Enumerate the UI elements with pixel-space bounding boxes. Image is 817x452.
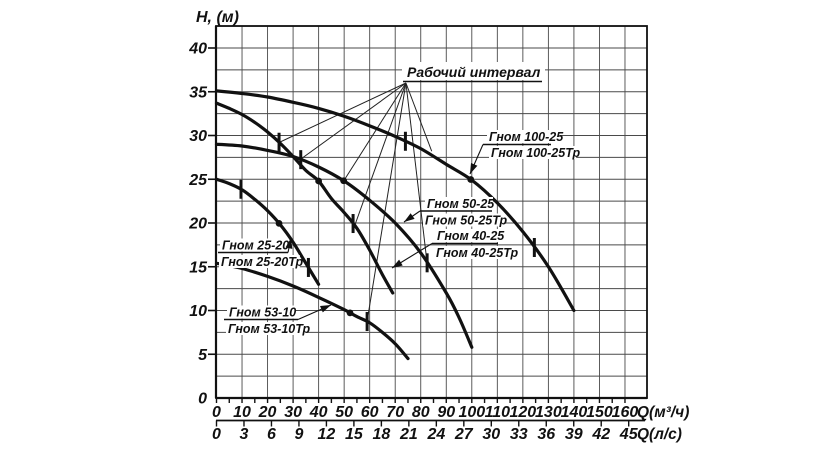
series-label-line2-gnom-25-20: Гном 25-20Тр (221, 255, 304, 269)
x-axis-secondary-tick-label: 42 (591, 426, 610, 443)
nominal-point-gnom-25-20 (275, 219, 283, 227)
working-interval-leader-line (353, 82, 407, 227)
nominal-point-gnom-50-25 (340, 177, 348, 185)
label-mask (219, 255, 300, 268)
label-mask (487, 130, 562, 143)
x-axis-tick-label: 20 (258, 404, 277, 421)
series-label-line1-gnom-50-25: Гном 50-25 (427, 197, 495, 211)
x-axis-tick-label: 150 (586, 404, 613, 421)
curve-gnom-25-20 (214, 177, 321, 286)
x-axis-secondary-tick-label: 36 (537, 426, 555, 443)
x-axis-secondary-unit-label: Q(л/с) (637, 426, 682, 443)
series-label-line1-gnom-25-20: Гном 25-20 (222, 239, 289, 253)
label-mask (227, 305, 295, 319)
x-axis-tick-label: 70 (386, 404, 404, 421)
x-axis-tick-label: 120 (510, 404, 537, 421)
y-axis-tick-label: 5 (198, 347, 208, 364)
x-axis-tick-label: 100 (458, 404, 485, 421)
curve-gnom-50-25 (214, 142, 474, 349)
series-label-arrow-gnom-100-25 (470, 163, 478, 174)
y-axis-title: H, (м) (196, 9, 239, 26)
x-axis-tick-label: 40 (309, 404, 328, 421)
y-axis-tick-label: 15 (189, 259, 208, 276)
x-axis-secondary-tick-label: 0 (212, 426, 221, 443)
working-interval-label: Рабочий интервал (407, 64, 541, 80)
x-axis-tick-label: 30 (284, 404, 302, 421)
working-interval-leader-line (366, 82, 407, 322)
x-axis-secondary-tick-label: 27 (454, 426, 474, 443)
x-axis-tick-label: 90 (437, 404, 455, 421)
x-axis-tick-label: 10 (233, 404, 251, 421)
series-label-line1-gnom-100-25: Гном 100-25 (489, 130, 564, 144)
series-label-line1-gnom-40-25: Гном 40-25 (437, 229, 505, 243)
series-label-arrow-gnom-50-25 (404, 213, 415, 222)
working-interval-leader-line (405, 82, 428, 264)
x-axis-tick-label: 110 (485, 404, 511, 421)
x-axis-tick-label: 80 (412, 404, 430, 421)
series-label-arrow-gnom-40-25 (392, 259, 403, 268)
label-mask (402, 62, 545, 80)
x-axis-primary-unit-label: Q(м³/ч) (637, 404, 689, 421)
y-axis-tick-label: 25 (188, 172, 208, 189)
working-interval-leader-line (405, 82, 433, 152)
x-axis-tick-label: 0 (212, 404, 221, 421)
y-axis-tick-label: 0 (198, 391, 207, 408)
x-axis-tick-label: 60 (361, 404, 379, 421)
label-mask (425, 197, 493, 210)
label-mask (226, 322, 307, 335)
series-label-line2-gnom-100-25: Гном 100-25Тр (491, 146, 581, 160)
x-axis-tick-label: 130 (535, 404, 562, 421)
series-label-line2-gnom-40-25: Гном 40-25Тр (436, 246, 519, 260)
x-axis-secondary-tick-label: 21 (399, 426, 418, 443)
label-mask (220, 238, 288, 252)
curve-gnom-40-25 (214, 101, 395, 295)
x-axis-secondary-tick-label: 30 (482, 426, 500, 443)
x-axis-secondary-tick-label: 9 (294, 426, 303, 443)
x-axis-secondary-tick-label: 39 (565, 426, 583, 443)
working-interval-leader-line (278, 82, 407, 143)
y-axis-tick-label: 35 (189, 84, 208, 101)
x-axis-tick-label: 50 (335, 404, 353, 421)
curve-gnom-53-10 (214, 261, 410, 361)
nominal-point-gnom-53-10 (346, 309, 354, 317)
series-label-line2-gnom-53-10: Гном 53-10Тр (228, 322, 311, 336)
y-axis-tick-label: 30 (189, 128, 207, 145)
x-axis-secondary-tick-label: 45 (619, 426, 639, 443)
series-label-line2-gnom-50-25: Гном 50-25Тр (425, 214, 508, 228)
series-label-line1-gnom-53-10: Гном 53-10 (229, 306, 296, 320)
label-mask (434, 246, 515, 259)
x-axis-secondary-tick-label: 18 (372, 426, 390, 443)
working-interval-leader-line (343, 82, 407, 182)
nominal-point-gnom-100-25 (467, 176, 475, 183)
label-mask (489, 146, 577, 159)
curve-gnom-100-25 (214, 89, 576, 313)
label-mask (435, 229, 503, 242)
series-label-arrow-gnom-25-20 (285, 238, 293, 249)
x-axis-secondary-tick-label: 3 (240, 426, 249, 443)
y-axis-tick-label: 20 (188, 216, 207, 233)
x-axis-tick-label: 140 (561, 404, 588, 421)
x-axis-secondary-tick-label: 12 (318, 426, 336, 443)
y-axis-tick-label: 40 (188, 41, 207, 58)
x-axis-secondary-tick-label: 33 (510, 426, 528, 443)
x-axis-secondary-tick-label: 24 (426, 426, 445, 443)
y-axis-tick-label: 10 (189, 303, 207, 320)
series-label-arrow-gnom-53-10 (320, 305, 331, 313)
x-axis-secondary-tick-label: 6 (267, 426, 276, 443)
label-mask (423, 213, 504, 227)
nominal-point-gnom-40-25 (315, 177, 323, 185)
x-axis-secondary-tick-label: 15 (345, 426, 364, 443)
x-axis-tick-label: 160 (612, 404, 639, 421)
